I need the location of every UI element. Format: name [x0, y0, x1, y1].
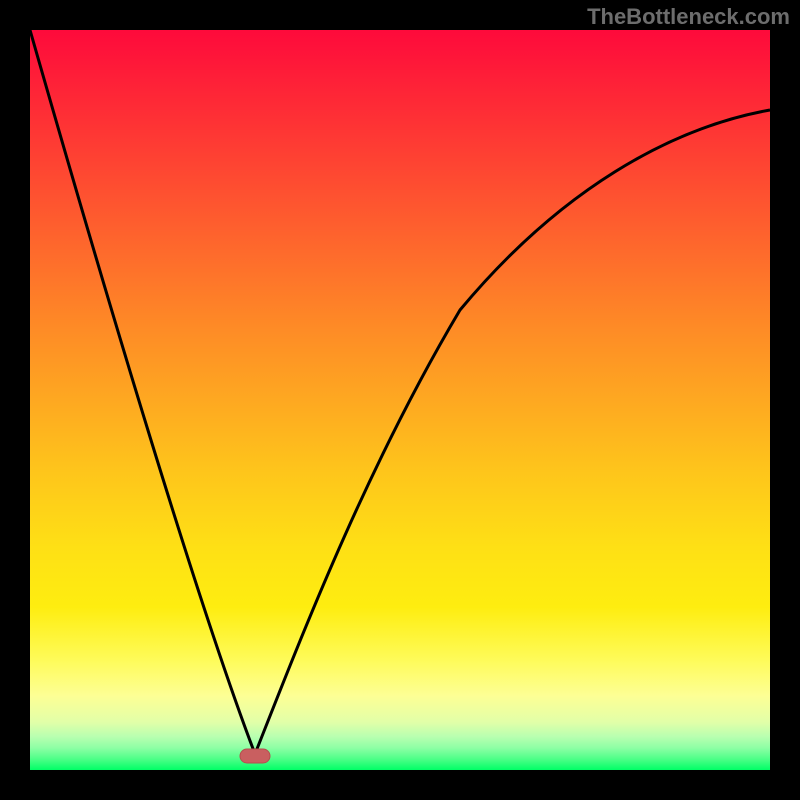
minimum-marker	[240, 749, 270, 763]
plot-background	[30, 30, 770, 770]
chart-svg	[0, 0, 800, 800]
watermark-text: TheBottleneck.com	[587, 4, 790, 30]
chart-container: TheBottleneck.com	[0, 0, 800, 800]
